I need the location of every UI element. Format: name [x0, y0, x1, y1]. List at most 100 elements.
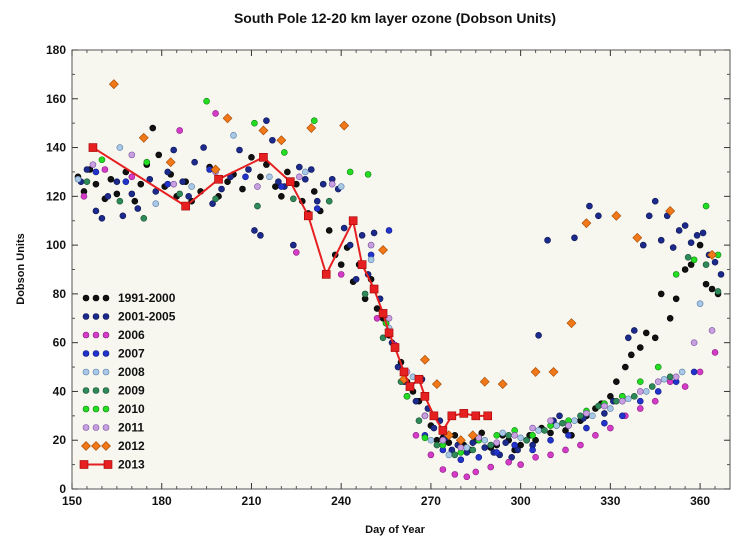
- data-point: [361, 290, 369, 298]
- data-point: [257, 173, 264, 181]
- data-point: [254, 202, 261, 210]
- data-point: [339, 120, 350, 131]
- data-point: [98, 214, 106, 222]
- data-point: [138, 132, 149, 143]
- data-point: [654, 378, 662, 385]
- legend-marker: [102, 387, 110, 394]
- data-point: [403, 393, 411, 400]
- data-point: [448, 446, 456, 454]
- data-point: [399, 367, 409, 377]
- data-point: [337, 261, 345, 268]
- data-point: [191, 158, 198, 166]
- data-point: [478, 429, 486, 437]
- data-point: [337, 183, 345, 190]
- data-point: [481, 444, 489, 451]
- legend-marker: [92, 405, 100, 413]
- data-point: [165, 157, 176, 168]
- data-point: [128, 173, 136, 181]
- series-0: [74, 124, 722, 454]
- data-point: [529, 432, 536, 439]
- data-point: [128, 151, 136, 159]
- data-point: [687, 261, 695, 268]
- data-point: [92, 168, 100, 176]
- data-point: [119, 212, 127, 220]
- data-point: [493, 432, 501, 439]
- data-point: [457, 444, 465, 451]
- data-point: [523, 436, 530, 444]
- data-point: [632, 232, 643, 243]
- legend-label: 2001-2005: [118, 310, 176, 324]
- data-point: [307, 166, 315, 173]
- legend-item: 2009: [82, 384, 145, 398]
- data-point: [565, 432, 572, 439]
- data-point: [370, 229, 378, 237]
- data-point: [681, 266, 689, 273]
- data-point: [571, 234, 578, 242]
- data-point: [529, 446, 536, 454]
- data-point: [290, 241, 297, 249]
- data-point: [266, 173, 273, 181]
- data-point: [179, 178, 186, 185]
- data-point: [214, 174, 223, 184]
- data-point: [104, 193, 112, 200]
- data-point: [116, 197, 124, 205]
- data-point: [340, 224, 348, 232]
- legend-marker: [102, 294, 110, 302]
- data-point: [352, 275, 360, 283]
- data-point: [532, 436, 539, 444]
- data-point: [711, 258, 719, 266]
- data-point: [301, 168, 309, 176]
- data-point: [577, 441, 584, 449]
- data-point: [259, 153, 268, 162]
- data-point: [420, 354, 430, 365]
- data-point: [619, 412, 626, 420]
- data-point: [548, 367, 559, 377]
- data-point: [319, 180, 327, 188]
- data-point: [313, 205, 321, 212]
- data-point: [469, 446, 477, 454]
- data-point: [541, 427, 548, 434]
- data-point: [607, 424, 614, 432]
- data-point: [586, 202, 593, 210]
- data-point: [463, 444, 471, 451]
- legend-item: 2010: [82, 402, 145, 416]
- data-point: [224, 178, 231, 185]
- data-point: [457, 456, 465, 464]
- data-point: [83, 166, 91, 173]
- data-point: [636, 388, 644, 395]
- data-point: [439, 436, 447, 444]
- data-point: [530, 367, 541, 377]
- data-point: [373, 305, 381, 312]
- data-point: [651, 197, 659, 205]
- legend-marker: [92, 368, 100, 376]
- legend-item: 2011: [82, 421, 144, 435]
- data-point: [497, 379, 508, 390]
- data-point: [239, 185, 246, 193]
- data-point: [611, 210, 622, 221]
- data-layer: [74, 79, 725, 481]
- data-point: [88, 143, 98, 152]
- data-point: [651, 334, 659, 342]
- data-point: [222, 113, 233, 124]
- data-point: [559, 419, 566, 427]
- data-point: [284, 168, 291, 176]
- data-point: [469, 439, 477, 446]
- data-point: [702, 202, 710, 210]
- data-point: [414, 374, 424, 384]
- y-tick-label: 60: [53, 336, 67, 350]
- legend-marker: [92, 424, 100, 431]
- data-point: [254, 183, 261, 190]
- y-tick-label: 140: [46, 141, 66, 155]
- data-point: [547, 417, 554, 425]
- data-point: [499, 429, 506, 437]
- data-point: [463, 473, 471, 481]
- data-point: [595, 212, 602, 220]
- series-4: [74, 132, 704, 459]
- data-point: [257, 232, 264, 239]
- data-point: [681, 222, 689, 229]
- legend-marker: [92, 350, 100, 357]
- data-point: [517, 461, 524, 468]
- data-point: [367, 256, 375, 264]
